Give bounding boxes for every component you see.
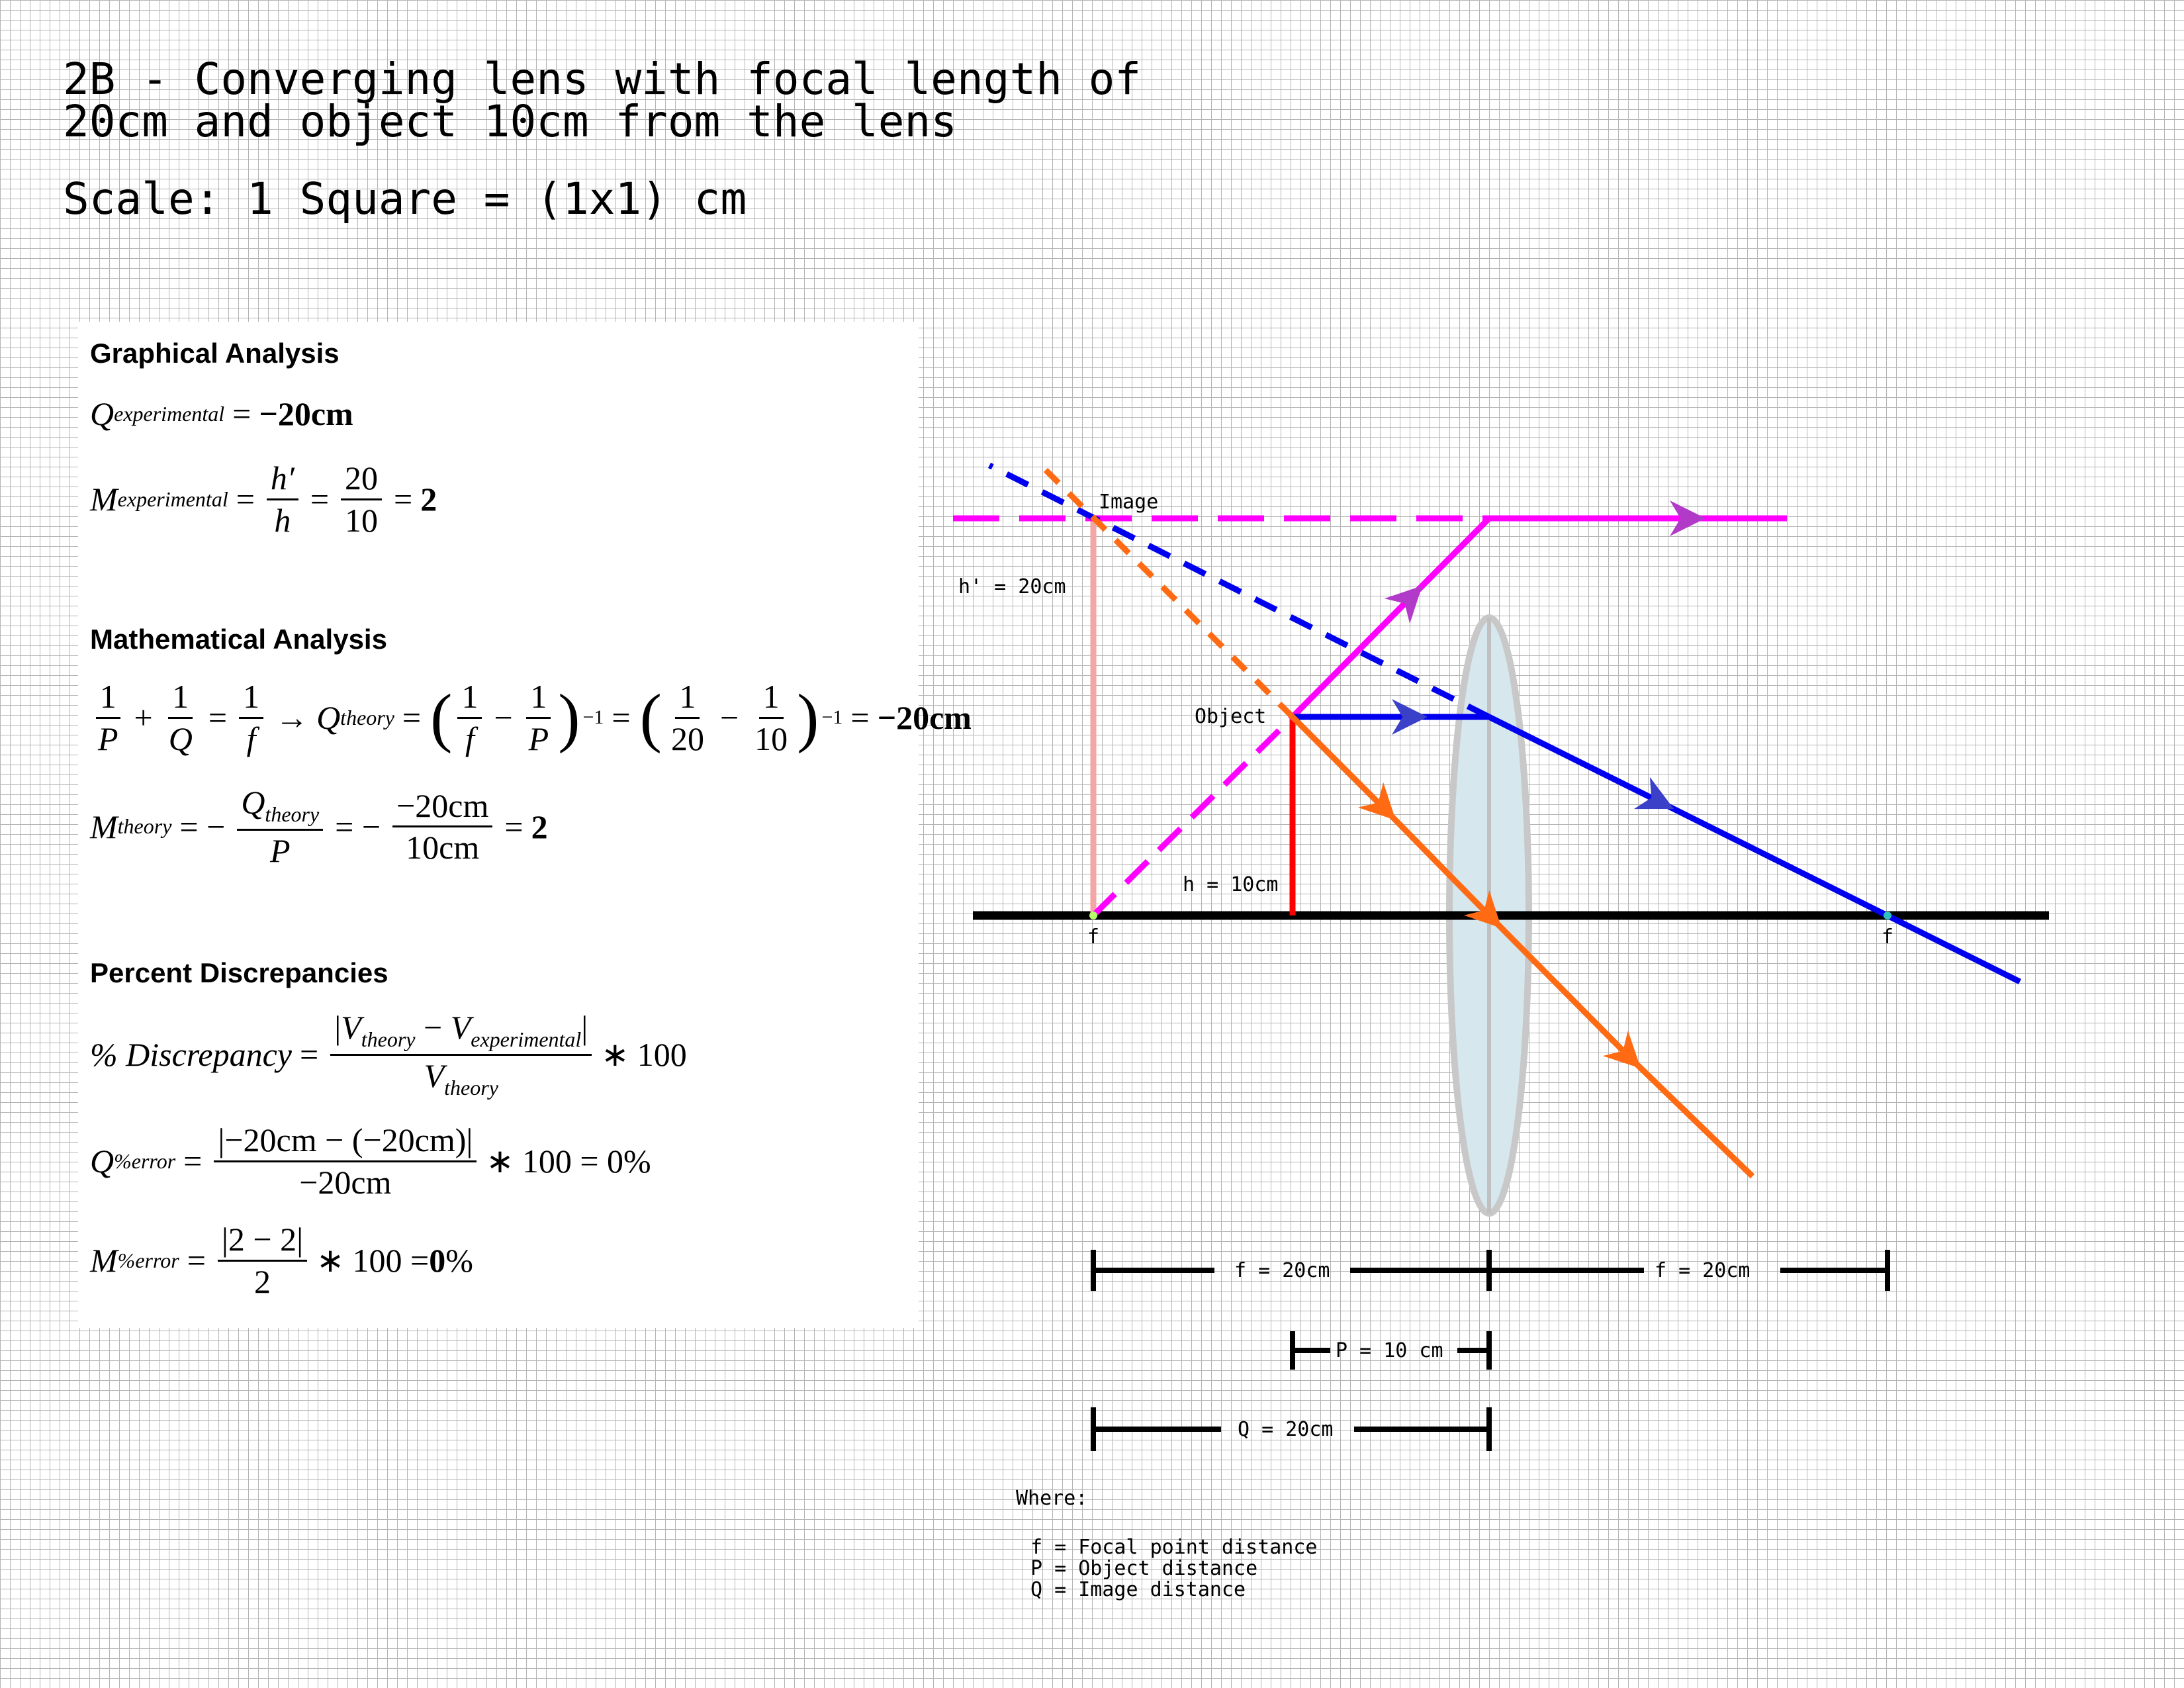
q-error-equation: Q %error = |−20cm − (−20cm)| −20cm ∗ 100 =… <box>90 1121 651 1201</box>
m-error-equation: M %error = |2 − 2| 2 ∗ 100 = 0% <box>90 1221 473 1300</box>
object-height-label: h = 10cm <box>1183 873 1279 896</box>
focal-point-right <box>1884 912 1891 919</box>
page-title: 2B - Converging lens with focal length o… <box>63 54 1142 147</box>
h-ratio-fraction: h′ h <box>266 461 298 538</box>
dimension-q <box>1091 1407 1492 1451</box>
q-error-result: ∗ 100 = 0% <box>486 1143 651 1180</box>
dimension-f-left-label: f = 20cm <box>1234 1259 1330 1282</box>
legend: Where: f = Focal point distance P = Obje… <box>1016 1488 1317 1601</box>
focal-label-left: f <box>1087 925 1099 949</box>
dimension-f-right-label: f = 20cm <box>1655 1259 1751 1282</box>
discrepancy-formula: % Discrepancy = |Vtheory − Vexperimental… <box>90 1009 687 1100</box>
magenta-ray-incident-arrow <box>1290 516 1492 720</box>
dimension-f-left <box>1091 1250 1489 1291</box>
title-line-2: 20cm and object 10cm from the lens <box>63 96 958 147</box>
dimension-f-right <box>1486 1250 1890 1291</box>
dimension-p-label: P = 10 cm <box>1336 1339 1443 1362</box>
title-line-1: 2B - Converging lens with focal length o… <box>63 54 1142 105</box>
object-label: Object <box>1195 705 1266 728</box>
legend-item: f = Focal point distance <box>1030 1536 1318 1559</box>
blue-ray-refracted <box>1487 714 2022 985</box>
legend-title: Where: <box>1016 1487 1088 1510</box>
legend-item: P = Object distance <box>1030 1557 1258 1580</box>
graphical-analysis-heading: Graphical Analysis <box>90 338 340 369</box>
m-theory-value: 2 <box>531 808 548 845</box>
q-theory-value: −20cm <box>877 699 972 736</box>
mathematical-analysis-heading: Mathematical Analysis <box>90 624 387 655</box>
image-height-label: h' = 20cm <box>958 575 1066 598</box>
dimension-q-label: Q = 20cm <box>1238 1418 1334 1441</box>
dimension-p <box>1290 1331 1492 1370</box>
image-label: Image <box>1099 491 1158 514</box>
orange-ray-back-extension <box>1043 467 1295 720</box>
m-experimental-value: 2 <box>420 481 437 518</box>
q-experimental-value: −20cm <box>259 395 353 432</box>
legend-item: Q = Image distance <box>1030 1578 1246 1601</box>
percent-discrepancies-heading: Percent Discrepancies <box>90 957 388 988</box>
focal-label-right: f <box>1882 925 1893 949</box>
magenta-ray-virtual-extension <box>1091 714 1295 918</box>
blue-ray-back-extension <box>987 462 1491 720</box>
focal-point-left <box>1089 912 1097 919</box>
scale-note: Scale: 1 Square = (1x1) cm <box>63 173 747 224</box>
m-error-value: 0 <box>429 1242 446 1279</box>
value-ratio-fraction: 20 10 <box>341 461 383 538</box>
orange-ray <box>1290 714 1755 1179</box>
